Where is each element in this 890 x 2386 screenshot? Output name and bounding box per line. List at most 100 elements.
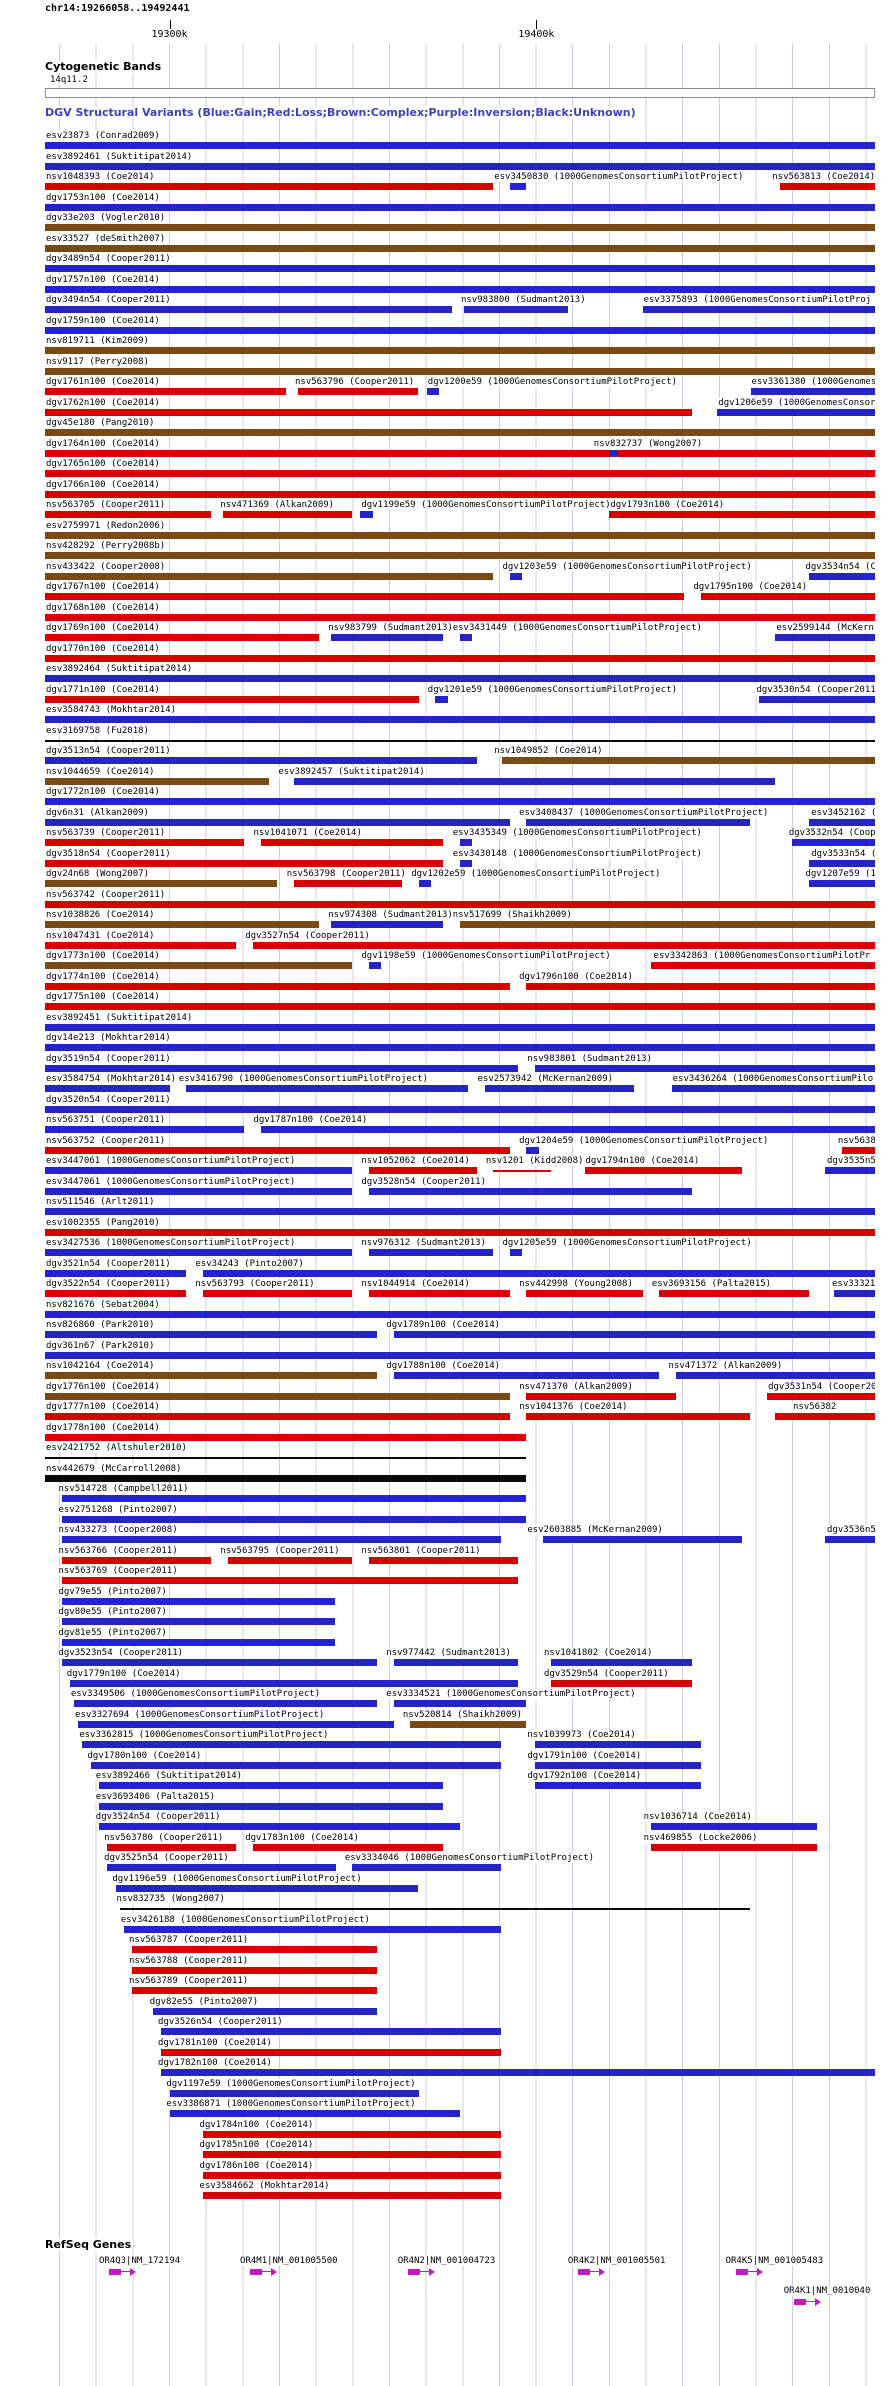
variant-label[interactable]: nsv563793 (Cooper2011) [194,1279,316,1289]
variant-bar[interactable] [779,183,875,190]
variant-label[interactable]: esv3435349 (1000GenomesConsortiumPilotPr… [451,828,703,838]
variant-bar[interactable] [45,429,875,436]
variant-label[interactable]: esv33321 [831,1279,875,1289]
variant-bar[interactable] [526,982,875,990]
variant-label[interactable]: dgv1753n100 (Coe2014) [45,192,161,203]
variant-bar[interactable] [161,2069,875,2076]
variant-label[interactable]: nsv983799 (Sudmant2013) [327,623,454,633]
variant-label[interactable]: nsv1041802 (Coe2014) [543,1648,654,1658]
variant-label[interactable]: dgv3518n54 (Cooper2011) [45,848,172,859]
gene-label[interactable]: OR4K2|NM_001005501 [567,2256,666,2266]
gene-label[interactable]: OR4Q3|NM_172194 [98,2256,181,2266]
variant-bar[interactable] [331,921,444,928]
gene-label[interactable]: OR4K5|NM_001005483 [725,2256,824,2266]
variant-label[interactable]: nsv1048393 (Coe2014) [45,172,156,182]
variant-bar[interactable] [61,1597,336,1605]
variant-label[interactable]: nsv563789 (Cooper2011) [128,1976,250,1986]
variant-label[interactable]: dgv3534n54 (C [804,561,875,572]
variant-bar[interactable] [526,1413,751,1420]
variant-bar[interactable] [808,818,875,826]
variant-bar[interactable] [294,880,402,887]
variant-label[interactable]: nsv563742 (Cooper2011) [45,889,167,900]
variant-label[interactable]: esv3361380 (1000Genomes [750,377,875,387]
variant-label[interactable]: nsv832735 (Wong2007) [115,1894,226,1904]
variant-label[interactable]: nsv511546 (Arlt2011) [45,1197,156,1207]
variant-label[interactable]: esv2751268 (Pinto2007) [57,1504,179,1515]
variant-bar[interactable] [45,1003,875,1010]
variant-label[interactable]: nsv56382 [792,1402,838,1412]
variant-bar[interactable] [161,2048,502,2056]
gene-glyph[interactable] [735,2268,764,2276]
variant-label[interactable]: dgv3489n54 (Cooper2011) [45,254,172,264]
variant-label[interactable]: dgv1782n100 (Coe2014) [157,2058,273,2068]
variant-label[interactable]: dgv3521n54 (Cooper2011) [45,1258,172,1269]
variant-bar[interactable] [45,1413,510,1420]
variant-bar[interactable] [45,921,319,928]
variant-label[interactable]: dgv1773n100 (Coe2014) [45,951,161,961]
variant-bar[interactable] [642,306,875,313]
variant-label[interactable]: esv3426188 (1000GenomesConsortiumPilotPr… [119,1914,371,1925]
variant-bar[interactable] [98,1823,460,1830]
variant-bar[interactable] [700,593,875,600]
variant-label[interactable]: nsv563795 (Cooper2011) [219,1545,341,1556]
variant-label[interactable]: esv3693156 (Palta2015) [650,1279,773,1289]
variant-label[interactable]: dgv1786n100 (Coe2014) [198,2160,315,2171]
variant-label[interactable]: esv33527 (deSmith2007) [45,233,167,244]
variant-label[interactable]: dgv1781n100 (Coe2014) [157,2037,273,2048]
variant-bar[interactable] [45,1126,245,1133]
variant-bar[interactable] [169,2089,419,2097]
variant-bar[interactable] [45,839,245,846]
variant-bar[interactable] [464,306,568,313]
variant-bar[interactable] [526,1290,643,1297]
variant-bar[interactable] [61,1495,527,1502]
variant-label[interactable]: dgv1199e59 (1000GenomesConsortiumPilotPr… [360,500,612,510]
variant-label[interactable]: dgv24n68 (Wong2007) [45,869,150,879]
variant-label[interactable]: dgv1777n100 (Coe2014) [45,1402,161,1412]
variant-label[interactable]: esv2573942 (McKernan2009) [476,1074,615,1084]
variant-bar[interactable] [368,962,382,969]
variant-bar[interactable] [45,675,875,682]
variant-label[interactable]: nsv471372 (Alkan2009) [667,1361,784,1371]
variant-bar[interactable] [368,1167,477,1174]
variant-label[interactable]: esv2421752 (Altshuler2010) [45,1443,188,1453]
variant-label[interactable]: dgv3519n54 (Cooper2011) [45,1053,172,1064]
variant-label[interactable]: esv23873 (Conrad2009) [45,131,161,141]
variant-label[interactable]: esv3436264 (1000GenomesConsortiumPilo [671,1074,875,1084]
variant-label[interactable]: nsv983800 (Sudmant2013) [460,295,587,305]
variant-label[interactable]: dgv3529n54 (Cooper2011) [543,1668,670,1679]
variant-label[interactable]: dgv33e203 (Vogler2010) [45,213,167,223]
variant-label[interactable]: dgv3524n54 (Cooper2011) [94,1812,222,1822]
variant-bar[interactable] [551,1659,693,1666]
variant-label[interactable]: dgv1759n100 (Coe2014) [45,315,161,326]
gene-label[interactable]: OR4K1|NM_0010040 [783,2286,871,2296]
variant-label[interactable]: dgv1205e59 (1000GenomesConsortiumPilotPr… [501,1238,753,1248]
variant-label[interactable]: esv3430148 (1000GenomesConsortiumPilotPr… [451,848,703,859]
variant-bar[interactable] [584,1167,743,1174]
variant-label[interactable]: dgv3526n54 (Cooper2011) [157,2017,284,2027]
variant-label[interactable]: dgv3494n54 (Cooper2011) [45,295,172,305]
variant-bar[interactable] [368,1187,693,1195]
variant-bar[interactable] [526,1392,676,1400]
variant-label[interactable]: nsv1042164 (Coe2014) [45,1361,156,1371]
variant-bar[interactable] [808,859,875,867]
variant-label[interactable]: dgv1200e59 (1000GenomesConsortiumPilotPr… [426,377,679,387]
variant-bar[interactable] [45,818,510,826]
variant-label[interactable]: esv3892461 (Suktitipat2014) [45,151,194,162]
variant-bar[interactable] [493,1170,552,1172]
variant-bar[interactable] [202,2192,502,2199]
variant-label[interactable]: dgv3522n54 (Cooper2011) [45,1279,172,1289]
variant-bar[interactable] [61,1577,519,1584]
variant-bar[interactable] [543,1536,743,1543]
variant-bar[interactable] [460,634,473,641]
variant-bar[interactable] [460,859,473,867]
variant-bar[interactable] [45,962,353,969]
variant-label[interactable]: nsv9117 (Perry2008) [45,356,150,367]
variant-bar[interactable] [808,572,875,580]
variant-bar[interactable] [352,1864,502,1871]
variant-label[interactable]: esv3386871 (1000GenomesConsortiumPilotPr… [165,2099,417,2109]
variant-label[interactable]: esv3892464 (Suktitipat2014) [45,664,194,674]
variant-bar[interactable] [45,326,875,334]
variant-bar[interactable] [393,1372,660,1379]
variant-label[interactable]: dgv14e213 (Mokhtar2014) [45,1033,172,1043]
variant-label[interactable]: dgv3536n5 [826,1525,875,1535]
